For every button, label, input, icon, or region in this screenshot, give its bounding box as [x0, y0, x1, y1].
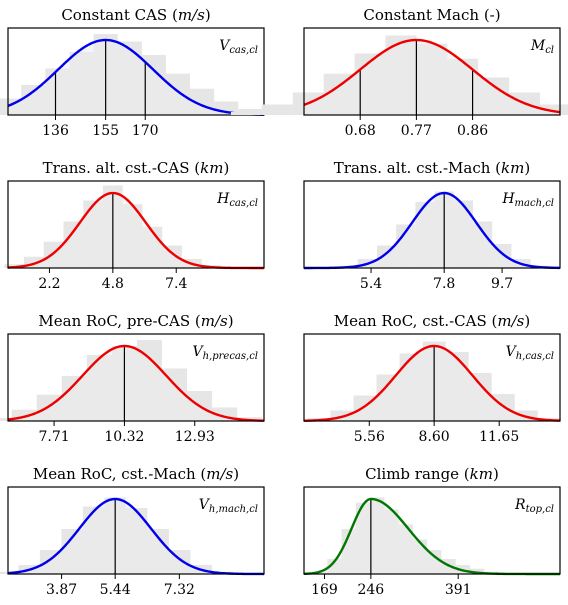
density-area	[304, 40, 560, 115]
x-tick-label: 3.87	[46, 582, 77, 598]
variable-label: Vh,precas,cl	[192, 344, 258, 362]
x-tick-label: 4.8	[102, 276, 124, 292]
density-area	[304, 499, 560, 574]
density-curve	[7, 344, 265, 422]
panel-frame	[303, 333, 561, 422]
panel-title: Mean RoC, cst.-Mach (m/s)	[33, 465, 239, 483]
x-tick-label: 5.44	[100, 582, 131, 598]
panel-7: 3.87 5.44 7.32 Mean RoC, cst.-Mach (m/s) Vh,…	[0, 465, 265, 598]
variable-label: Vh,cas,cl	[506, 344, 554, 362]
x-tick-label: 5.4	[360, 276, 382, 292]
x-tick-label: 7.4	[165, 276, 187, 292]
density-area	[8, 346, 264, 421]
x-tick-label: 7.8	[433, 276, 455, 292]
x-tick-label: 9.7	[491, 276, 513, 292]
x-tick-label: 0.68	[345, 123, 376, 139]
x-tick-label: 2.2	[38, 276, 60, 292]
hist-bar	[469, 568, 485, 574]
x-tick-label: 7.71	[38, 429, 69, 445]
panel-frame	[7, 27, 265, 116]
panel-title: Mean RoC, pre-CAS (m/s)	[38, 312, 233, 330]
x-tick-label: 246	[357, 582, 384, 598]
x-tick-label: 169	[311, 582, 338, 598]
x-tick-label: 0.86	[457, 123, 488, 139]
hist-bar	[11, 409, 37, 421]
x-tick-label: 10.32	[104, 429, 144, 445]
panel-3: 2.2 4.8 7.4 Trans. alt. cst.-CAS (km) Hcas,c…	[4, 159, 265, 292]
hist-bar	[261, 104, 293, 115]
density-curve	[303, 344, 561, 422]
x-tick-label: 136	[42, 123, 69, 139]
panel-title: Climb range (km)	[365, 465, 499, 483]
density-curve	[303, 38, 561, 114]
variable-label: Vcas,cl	[219, 38, 258, 56]
panel-6: 5.56 8.60 11.65 Mean RoC, cst.-CAS (m/s) Vh,…	[303, 312, 561, 445]
variable-label: Hcas,cl	[216, 191, 258, 209]
x-tick-label: 391	[445, 582, 472, 598]
panel-frame	[303, 486, 561, 575]
panel-8: 169 246 391 Climb range (km) Rtop,cl	[303, 465, 561, 598]
panel-frame	[7, 333, 265, 422]
panel-title: Trans. alt. cst.-Mach (km)	[334, 159, 530, 177]
density-curve	[304, 191, 561, 270]
variable-label: Rtop,cl	[514, 497, 554, 515]
panel-frame	[303, 180, 561, 269]
x-tick-label: 170	[132, 123, 159, 139]
panel-frame	[7, 180, 265, 269]
x-tick-label: 155	[92, 123, 119, 139]
panel-2: 0.68 0.77 0.86 Constant Mach (-) Mcl	[230, 6, 568, 139]
density-area	[8, 499, 264, 574]
panel-5: 7.71 10.32 12.93 Mean RoC, pre-CAS (m/s) Vh,…	[0, 312, 265, 445]
hist-bar	[230, 112, 262, 115]
x-tick-label: 12.93	[175, 429, 215, 445]
x-tick-label: 0.77	[401, 123, 432, 139]
x-tick-label: 5.56	[354, 429, 385, 445]
density-area	[8, 193, 264, 268]
variable-label: Hmach,cl	[501, 191, 554, 209]
density-area	[8, 40, 264, 115]
x-tick-label: 7.32	[164, 582, 195, 598]
hist-bar	[0, 418, 12, 421]
density-area	[304, 346, 560, 421]
x-tick-label: 8.60	[419, 429, 450, 445]
variable-label: Vh,mach,cl	[199, 497, 258, 515]
panel-title: Constant CAS (m/s)	[61, 6, 210, 24]
density-curve	[7, 497, 265, 576]
hist-bar	[23, 256, 44, 268]
hist-bar	[540, 104, 568, 115]
panel-4: 5.4 7.8 9.7 Trans. alt. cst.-Mach (km) Hmach…	[303, 159, 561, 292]
panel-title: Constant Mach (-)	[363, 6, 500, 24]
density-curve	[7, 38, 265, 116]
panel-title: Mean RoC, cst.-CAS (m/s)	[334, 312, 530, 330]
variable-label: Mcl	[530, 38, 554, 56]
panel-1: 136 155 170 Constant CAS (m/s) Vcas,cl	[0, 6, 265, 139]
panel-title: Trans. alt. cst.-CAS (km)	[43, 159, 230, 177]
x-tick-label: 11.65	[479, 429, 519, 445]
panel-frame	[303, 27, 561, 116]
panel-frame	[7, 486, 265, 575]
